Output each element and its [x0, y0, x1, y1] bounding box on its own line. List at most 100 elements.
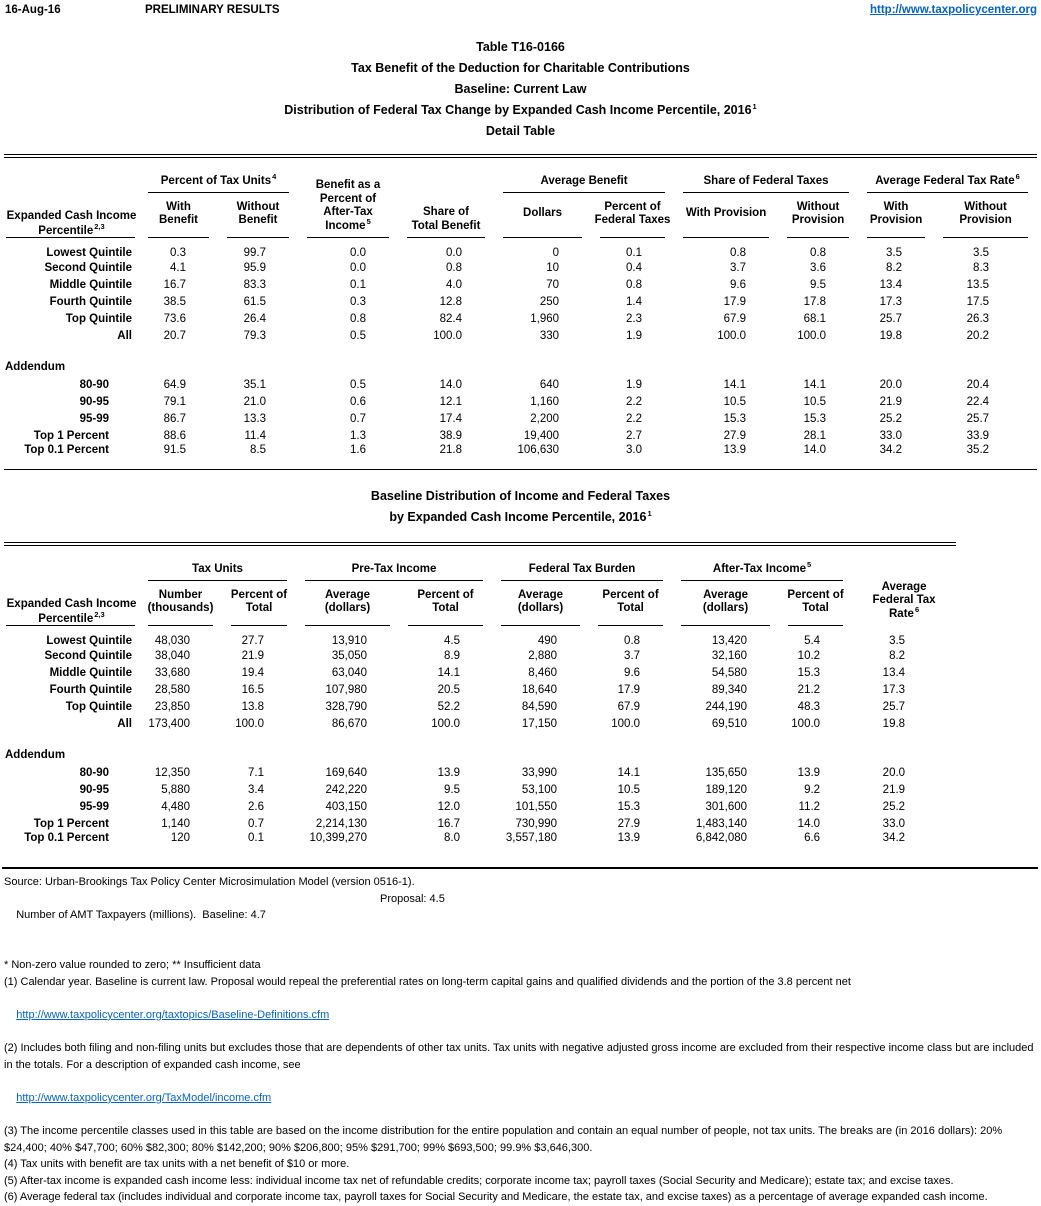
data-cell: 244,190: [705, 700, 748, 713]
data-cell: 9.6: [730, 278, 747, 291]
data-cell: 63,040: [331, 666, 368, 679]
data-cell: 3.4: [248, 783, 265, 796]
data-cell: 34.2: [879, 444, 903, 456]
fn-2-link-line: http://www.taxpolicycenter.org/TaxModel/…: [4, 1073, 1038, 1123]
data-cell: 107,980: [325, 683, 368, 696]
data-cell: 0.7: [350, 412, 367, 425]
data-cell: 25.2: [879, 412, 903, 425]
row-label: Top 1 Percent: [33, 817, 109, 830]
data-cell: 1.6: [350, 444, 367, 456]
data-cell: 88.6: [163, 429, 186, 442]
data-cell: 38.5: [163, 295, 186, 308]
data-cell: 33.0: [882, 817, 906, 830]
data-cell: 18,640: [521, 683, 558, 696]
data-cell: 12.1: [439, 395, 463, 408]
baseline-distribution-title: Baseline Distribution of Income and Fede…: [0, 486, 1041, 528]
baseline-definitions-link[interactable]: http://www.taxpolicycenter.org/taxtopics…: [16, 1008, 330, 1021]
data-cell: 106,630: [517, 444, 560, 456]
data-cell: 13.9: [437, 766, 461, 779]
data-cell: 8,460: [528, 666, 558, 679]
taxpolicycenter-link[interactable]: http://www.taxpolicycenter.org: [870, 4, 1037, 16]
data-cell: 16.5: [241, 683, 265, 696]
addendum-label: Addendum: [5, 361, 66, 373]
fn-amt-taxpayers: Number of AMT Taxpayers (millions). Base…: [4, 891, 1038, 957]
data-cell: 13.3: [243, 412, 267, 425]
data-cell: 17.3: [882, 683, 906, 696]
data-cell: 14.1: [437, 666, 461, 679]
col-group-after-tax-income: After-Tax Income5: [672, 544, 852, 581]
data-cell: 0.6: [350, 395, 367, 408]
data-cell: 2,214,130: [315, 817, 368, 830]
data-cell: 15.3: [797, 666, 821, 679]
col-header-percent-of-federal-taxes: Percent of Federal Taxes: [591, 193, 674, 238]
row-label: Top 1 Percent: [33, 429, 109, 442]
data-cell: 9.5: [444, 783, 461, 796]
table-title: Tax Benefit of the Deduction for Charita…: [351, 61, 690, 75]
data-cell: 4.1: [170, 261, 186, 274]
data-cell: 38.9: [439, 429, 463, 442]
table-row: Top 0.1 Percent 91.5 8.5 1.6 21.8 106,630 3.0 1…: [4, 444, 1037, 470]
data-cell: 11.4: [244, 429, 267, 442]
data-cell: 2,880: [528, 649, 558, 662]
data-cell: 120: [170, 832, 190, 844]
data-cell: 242,220: [325, 783, 368, 796]
data-cell: 1.9: [626, 378, 643, 391]
table-row: 90-95 79.1 21.0 0.6 12.1 1,160 2.2 10.5 10.5 21.9…: [4, 393, 1037, 410]
data-cell: 12.0: [437, 800, 461, 813]
data-cell: 0.4: [626, 261, 643, 274]
data-cell: 0.1: [626, 247, 643, 259]
data-cell: 0.0: [350, 261, 367, 274]
data-cell: 20.0: [879, 378, 903, 391]
data-cell: 0.8: [350, 312, 367, 325]
data-cell: 79.3: [243, 329, 267, 342]
row-label: All: [117, 717, 132, 730]
spacer-row: [4, 732, 956, 746]
data-cell: 10,399,270: [309, 832, 368, 844]
data-cell: 27.7: [241, 635, 265, 647]
data-cell: 67.9: [723, 312, 747, 325]
data-cell: 38,040: [154, 649, 190, 662]
data-cell: 3,557,180: [505, 832, 558, 844]
table-row: Top 1 Percent 1,140 0.7 2,214,130 16.7 730,99…: [4, 815, 956, 832]
data-cell: 8.3: [973, 261, 990, 274]
fn-3: (3) The income percentile classes used i…: [4, 1124, 1006, 1154]
col-header-dollars: Dollars: [494, 193, 591, 238]
fn-4: (4) Tax units with benefit are tax units…: [4, 1158, 350, 1171]
distribution-subtitle: Distribution of Federal Tax Change by Ex…: [284, 101, 757, 117]
data-cell: 640: [539, 378, 560, 391]
table-row: Second Quintile 4.1 95.9 0.0 0.8 10 0.4 3.7 3.6 8…: [4, 259, 1037, 276]
data-cell: 91.5: [163, 444, 186, 456]
data-cell: 9.5: [810, 278, 827, 291]
data-cell: 8.5: [250, 444, 267, 456]
data-cell: 14.1: [723, 378, 747, 391]
col-header-percent-of-total: Percent of Total: [589, 581, 672, 626]
data-cell: 13.9: [617, 832, 641, 844]
data-cell: 17.4: [439, 412, 463, 425]
baseline-distribution-table: Expanded Cash Income Percentile2,3 Tax U…: [4, 542, 957, 857]
row-label: Second Quintile: [44, 261, 132, 274]
data-cell: 53,100: [521, 783, 558, 796]
col-header-benefit-pct-after-tax-income: Benefit as a Percent of After-Tax Income…: [298, 156, 398, 238]
row-label: 80-90: [79, 766, 109, 779]
data-cell: 95.9: [243, 261, 267, 274]
col-header-without-provision: Without Provision: [778, 193, 858, 238]
data-cell: 13.5: [966, 278, 990, 291]
data-cell: 13.4: [882, 666, 906, 679]
table-row: Second Quintile 38,040 21.9 35,050 8.9 2,880 3…: [4, 647, 956, 664]
data-cell: 12.8: [439, 295, 463, 308]
row-label: Top Quintile: [65, 312, 132, 325]
data-cell: 7.1: [248, 766, 265, 779]
fn-source: Source: Urban-Brookings Tax Policy Cente…: [4, 876, 415, 888]
income-definition-link[interactable]: http://www.taxpolicycenter.org/TaxModel/…: [16, 1091, 272, 1104]
col-header-average-dollars: Average (dollars): [296, 581, 399, 626]
data-cell: 8.9: [444, 649, 461, 662]
row-label: 90-95: [79, 783, 109, 796]
data-cell: 730,990: [515, 817, 558, 830]
page-header: 16-Aug-16 PRELIMINARY RESULTS http://www…: [0, 0, 1041, 16]
data-cell: 135,650: [705, 766, 748, 779]
data-cell: 35.2: [966, 444, 990, 456]
data-cell: 0.8: [810, 247, 827, 259]
addendum-header-row: Addendum: [4, 746, 956, 764]
row-label: 90-95: [79, 395, 109, 408]
col-header-without-benefit: Without Benefit: [218, 193, 298, 238]
